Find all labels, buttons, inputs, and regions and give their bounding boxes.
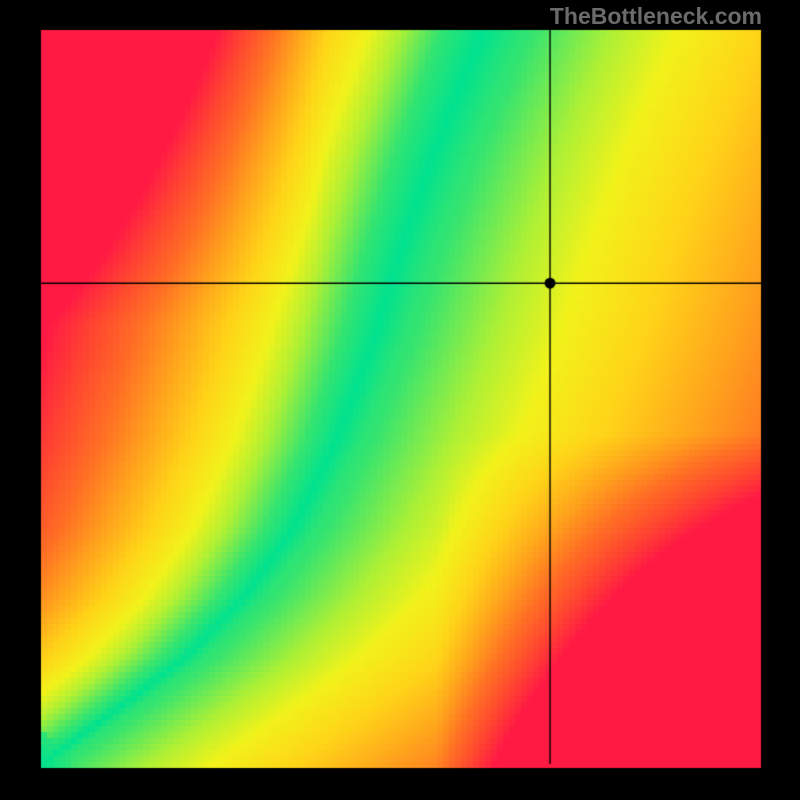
chart-container: TheBottleneck.com bbox=[0, 0, 800, 800]
heatmap-canvas bbox=[0, 0, 800, 800]
watermark-label: TheBottleneck.com bbox=[550, 3, 762, 30]
